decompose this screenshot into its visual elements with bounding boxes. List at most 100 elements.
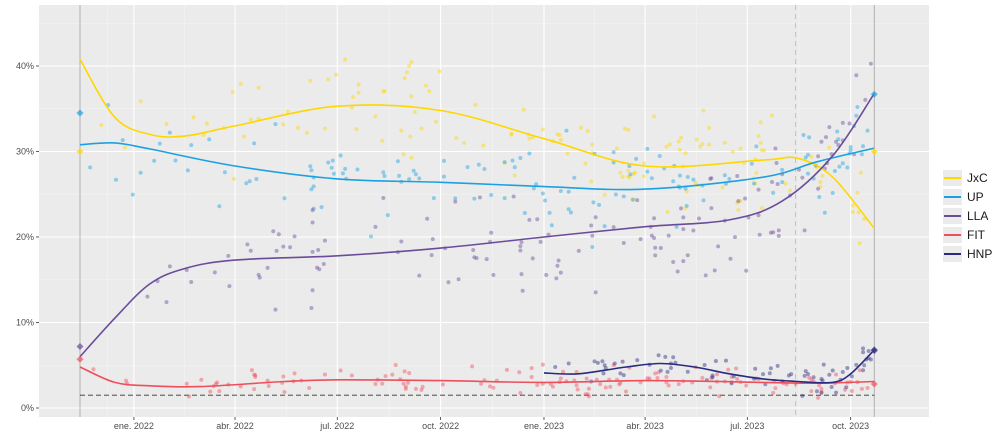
poll-point-lla xyxy=(484,257,489,262)
poll-point-jxc xyxy=(419,126,424,131)
x-axis-ticks: ene. 2022 abr. 2022 jul. 2022 oct. 2022 ene.… xyxy=(114,417,869,431)
poll-point-fit xyxy=(708,385,713,390)
poll-point-jxc xyxy=(285,109,290,114)
poll-point-up xyxy=(780,180,785,185)
poll-point-fit xyxy=(817,383,822,388)
poll-point-up xyxy=(311,184,316,189)
poll-point-jxc xyxy=(322,126,327,131)
poll-point-hnp xyxy=(868,357,873,362)
poll-point-jxc xyxy=(856,210,861,215)
poll-point-jxc xyxy=(684,189,689,194)
poll-point-jxc xyxy=(231,176,236,181)
poll-point-lla xyxy=(681,215,686,220)
x-tick-label: abr. 2022 xyxy=(216,421,254,431)
poll-point-up xyxy=(252,141,257,146)
poll-point-fit xyxy=(819,386,824,391)
poll-point-lla xyxy=(425,216,430,221)
poll-point-jxc xyxy=(281,122,286,127)
poll-point-fit xyxy=(491,385,496,390)
poll-point-jxc xyxy=(191,115,196,120)
poll-point-lla xyxy=(322,238,327,243)
poll-point-up xyxy=(472,196,477,201)
result-marker-fit xyxy=(76,355,84,363)
poll-point-lla xyxy=(834,139,839,144)
poll-point-fit xyxy=(558,376,563,381)
poll-point-hnp xyxy=(768,366,773,371)
poll-point-jxc xyxy=(602,192,607,197)
poll-point-hnp xyxy=(819,390,824,395)
poll-point-lla xyxy=(519,272,524,277)
poll-point-lla xyxy=(728,256,733,261)
poll-point-lla xyxy=(474,256,479,261)
poll-point-fit xyxy=(676,382,681,387)
poll-point-jxc xyxy=(473,102,478,107)
poll-point-hnp xyxy=(685,369,690,374)
poll-point-up xyxy=(602,224,607,229)
poll-point-fit xyxy=(583,392,588,397)
poll-point-lla xyxy=(519,240,524,245)
poll-point-fit xyxy=(653,371,658,376)
poll-point-lla xyxy=(430,237,435,242)
poll-point-jxc xyxy=(521,107,526,112)
poll-point-fit xyxy=(623,389,628,394)
trend-line-hnp xyxy=(543,349,875,384)
poll-point-up xyxy=(510,158,515,163)
poll-point-up xyxy=(340,171,345,176)
poll-point-fit xyxy=(253,373,258,378)
poll-point-fit xyxy=(734,366,739,371)
poll-point-jxc xyxy=(862,216,867,221)
poll-point-fit xyxy=(470,364,475,369)
poll-point-fit xyxy=(253,374,258,379)
poll-point-jxc xyxy=(399,128,404,133)
poll-point-hnp xyxy=(618,371,623,376)
poll-point-hnp xyxy=(710,375,715,380)
poll-point-up xyxy=(803,155,808,160)
poll-point-lla xyxy=(638,237,643,242)
poll-point-jxc xyxy=(631,197,636,202)
poll-point-lla xyxy=(823,135,828,140)
poll-point-lla xyxy=(744,268,749,273)
poll-point-up xyxy=(157,141,162,146)
poll-point-jxc xyxy=(754,171,759,176)
poll-point-lla xyxy=(675,269,680,274)
poll-point-up xyxy=(330,158,335,163)
poll-point-lla xyxy=(518,244,523,249)
poll-point-lla xyxy=(681,227,686,232)
poll-point-fit xyxy=(91,367,96,372)
poll-point-fit xyxy=(419,387,424,392)
poll-point-up xyxy=(649,176,654,181)
poll-point-fit xyxy=(575,387,580,392)
poll-point-lla xyxy=(288,245,293,250)
y-tick-label: 40% xyxy=(16,61,34,71)
poll-point-lla xyxy=(703,273,708,278)
poll-point-lla xyxy=(309,305,314,310)
poll-point-up xyxy=(671,179,676,184)
poll-point-hnp xyxy=(829,385,834,390)
poll-point-up xyxy=(771,190,776,195)
poll-point-up xyxy=(835,129,840,134)
poll-point-jxc xyxy=(756,134,761,139)
poll-point-jxc xyxy=(615,146,620,151)
poll-point-jxc xyxy=(402,76,407,81)
trend-line-lla xyxy=(79,92,875,358)
poll-point-lla xyxy=(321,262,326,267)
poll-point-up xyxy=(502,160,507,165)
poll-point-jxc xyxy=(138,99,143,104)
poll-point-jxc xyxy=(676,139,681,144)
poll-point-fit xyxy=(488,384,493,389)
poll-point-hnp xyxy=(814,389,819,394)
poll-point-jxc xyxy=(424,83,429,88)
poll-point-up xyxy=(489,193,494,198)
poll-point-lla xyxy=(489,230,494,235)
poll-point-lla xyxy=(802,228,807,233)
poll-point-jxc xyxy=(618,170,623,175)
poll-point-lla xyxy=(316,247,321,252)
poll-point-up xyxy=(189,143,194,148)
y-tick-label: 10% xyxy=(16,318,34,328)
legend-label-jxc: JxC xyxy=(967,171,988,185)
poll-point-up xyxy=(395,159,400,164)
poll-point-up xyxy=(817,194,822,199)
poll-point-up xyxy=(566,189,571,194)
poll-point-hnp xyxy=(553,365,558,370)
poll-point-lla xyxy=(227,284,232,289)
